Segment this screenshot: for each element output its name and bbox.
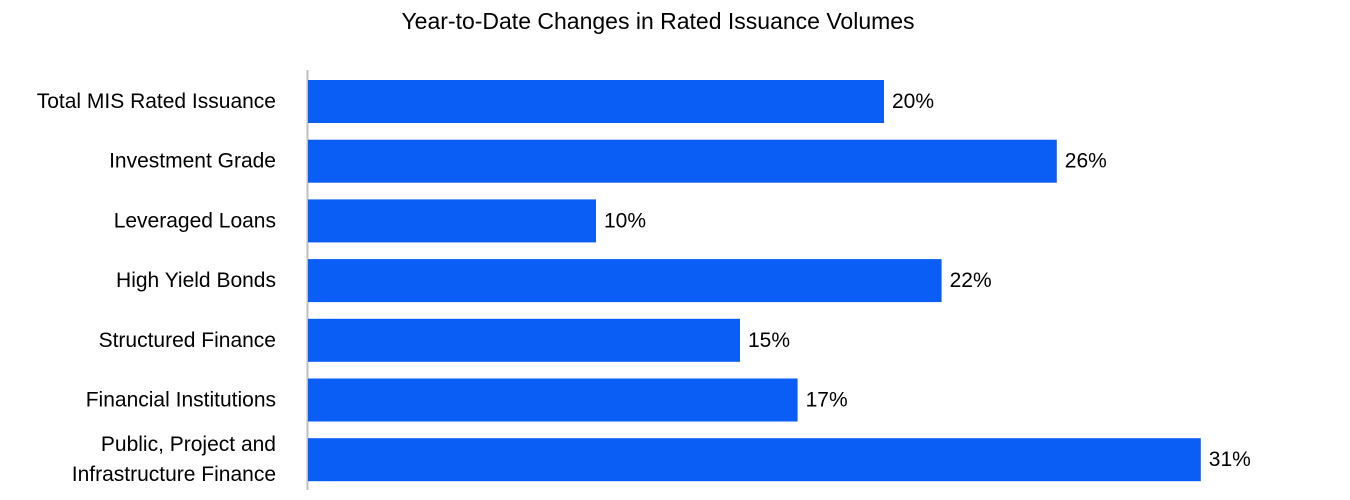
data-label: 22% (950, 269, 992, 292)
bar (308, 139, 1057, 183)
bars-group: 20% Total MIS Rated Issuance 26% Investment… (37, 80, 1251, 486)
data-label: 17% (806, 389, 848, 412)
data-label: 31% (1209, 448, 1251, 471)
category-label-line: Infrastructure Finance (72, 463, 276, 486)
chart-title: Year-to-Date Changes in Rated Issuance V… (401, 8, 915, 34)
category-label-line: Structured Finance (99, 329, 276, 352)
data-label: 10% (604, 209, 646, 232)
data-label: 20% (892, 90, 934, 113)
category-label-line: Public, Project and (101, 433, 276, 456)
bar (308, 199, 596, 243)
category-label: Leveraged Loans (114, 209, 276, 232)
bar (308, 259, 942, 303)
category-label: Structured Finance (99, 329, 276, 352)
bar (308, 80, 884, 123)
category-label: Public, Project and Infrastructure Financ… (72, 433, 276, 486)
data-label: 26% (1065, 150, 1107, 173)
category-label: Total MIS Rated Issuance (37, 90, 276, 113)
data-label: 15% (748, 329, 790, 352)
bar (308, 438, 1201, 482)
bar (308, 378, 798, 422)
bar (308, 318, 740, 362)
category-label: Financial Institutions (86, 389, 276, 412)
category-label-line: High Yield Bonds (116, 269, 276, 292)
category-label: High Yield Bonds (116, 269, 276, 292)
category-label-line: Investment Grade (109, 150, 276, 173)
category-label-line: Financial Institutions (86, 389, 276, 412)
category-label-line: Leveraged Loans (114, 209, 276, 232)
category-label-line: Total MIS Rated Issuance (37, 90, 276, 113)
category-label: Investment Grade (109, 150, 276, 173)
